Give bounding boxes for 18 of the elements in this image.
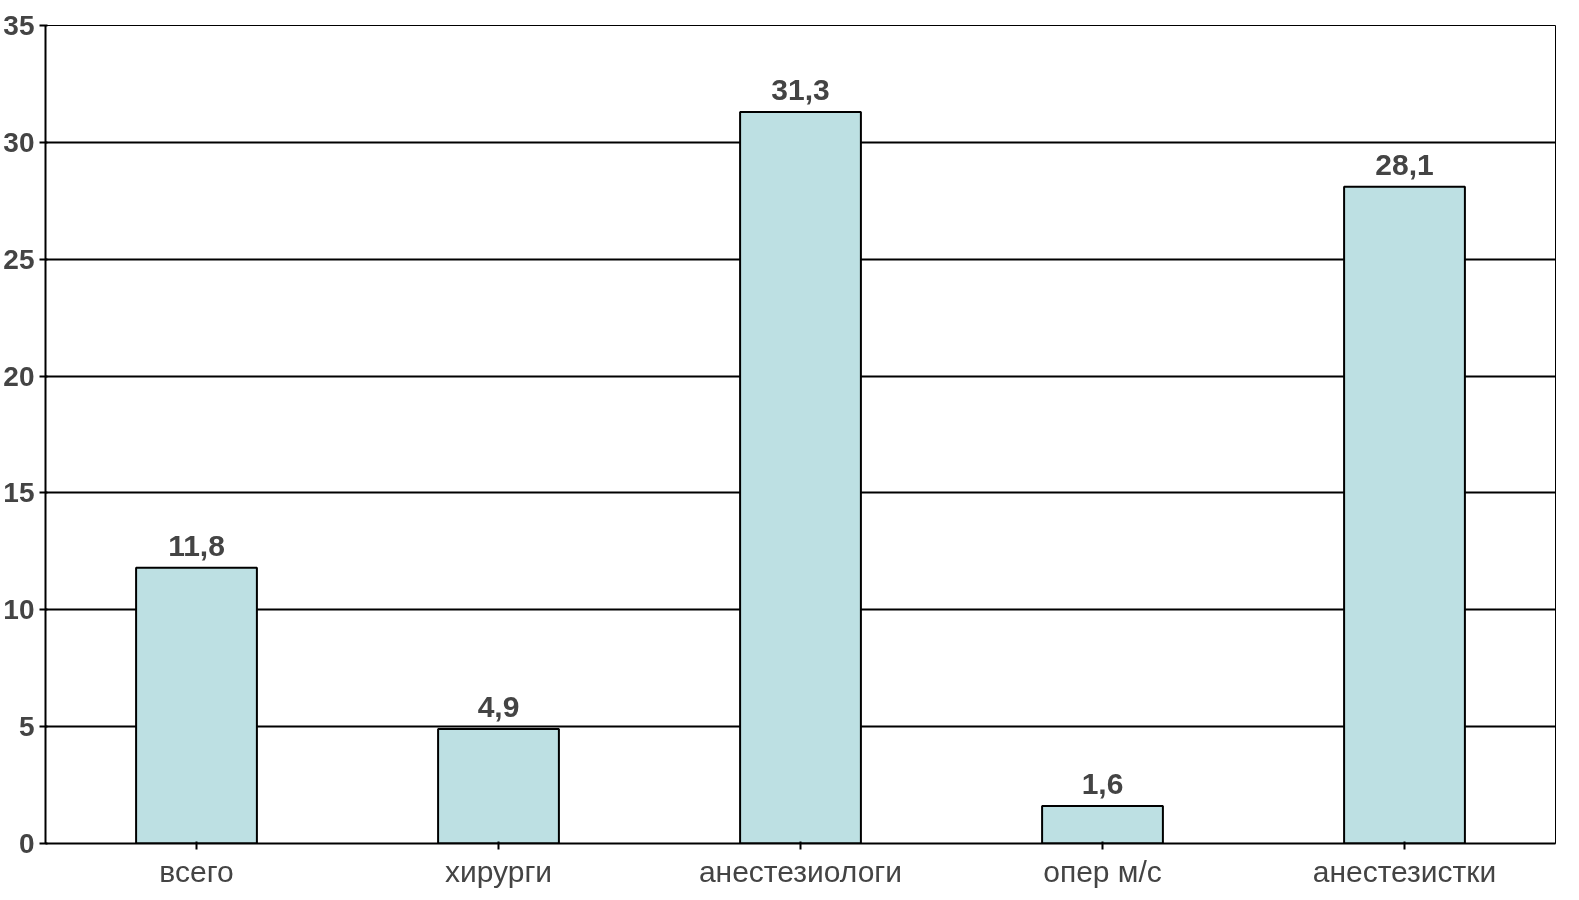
y-tick-label: 10 [3, 594, 35, 626]
data-label: 28,1 [1375, 147, 1434, 181]
x-tick-label: всего [159, 854, 234, 888]
data-label: 31,3 [771, 72, 830, 106]
x-tick-label: анестезистки [1312, 854, 1497, 888]
data-label: 1,6 [1081, 767, 1124, 801]
y-tick-label: 15 [3, 477, 35, 509]
y-tick-label: 35 [3, 10, 35, 41]
y-tick-label: 20 [3, 360, 35, 392]
y-tick-label: 25 [3, 243, 35, 275]
data-label: 4,9 [477, 689, 520, 723]
x-tick-label: анестезиологи [698, 854, 903, 888]
data-label: 11,8 [168, 528, 225, 562]
y-tick-label: 30 [3, 126, 35, 158]
x-tick-label: хирурги [444, 854, 553, 888]
y-tick-label: 0 [18, 828, 35, 859]
y-tick-label: 5 [18, 711, 35, 743]
x-tick-label: опер м/с [1043, 854, 1162, 888]
